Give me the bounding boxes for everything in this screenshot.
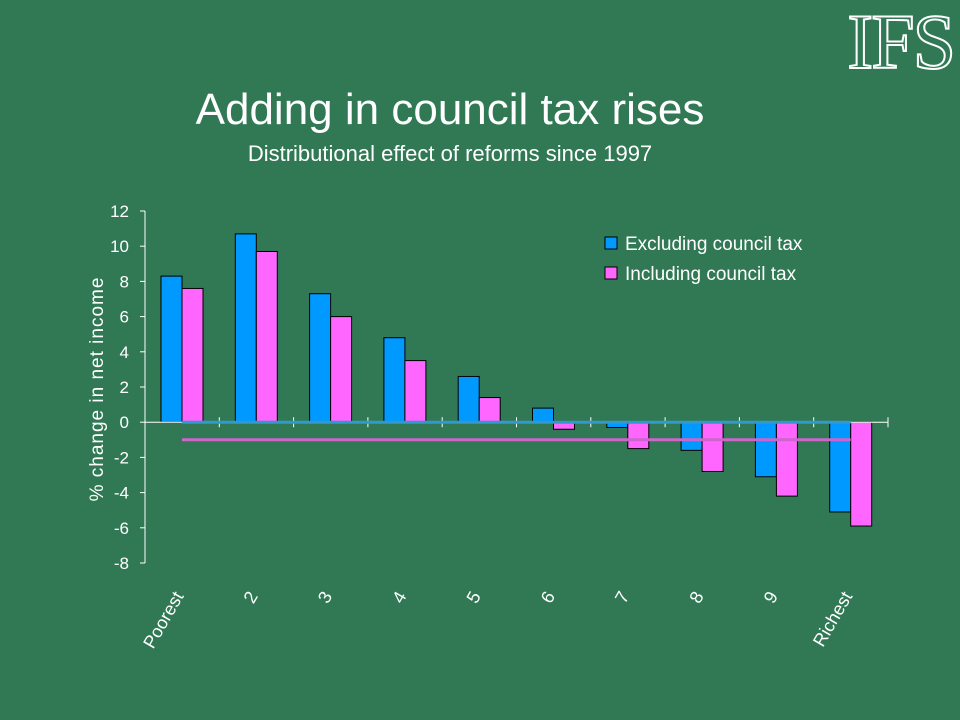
- y-tick-label: 4: [120, 343, 129, 362]
- x-category-label: 5: [462, 588, 484, 607]
- bar-excluding-council-tax: [383, 337, 406, 423]
- x-category-label: 3: [314, 588, 336, 607]
- x-category-label: 8: [685, 588, 707, 607]
- legend-swatch-excluding: [604, 236, 618, 250]
- bar-including-council-tax: [627, 421, 650, 450]
- bar-including-council-tax: [255, 250, 278, 423]
- bar-including-council-tax: [775, 421, 798, 497]
- legend-label-excluding: Excluding council tax: [625, 234, 803, 255]
- page-title: Adding in council tax rises: [195, 85, 705, 134]
- legend-label-including: Including council tax: [625, 264, 797, 285]
- x-category-label: 6: [537, 588, 559, 607]
- y-tick-label: 6: [120, 308, 129, 327]
- y-tick-label: -2: [114, 448, 129, 467]
- y-tick-label: 2: [120, 378, 129, 397]
- y-tick-label: 12: [110, 202, 129, 221]
- bar-including-council-tax: [330, 316, 353, 423]
- bar-including-council-tax: [478, 397, 501, 423]
- x-category-label: 7: [611, 588, 633, 607]
- bar-excluding-council-tax: [234, 233, 257, 423]
- bar-excluding-council-tax: [532, 407, 554, 423]
- x-category-label: 2: [240, 588, 262, 607]
- bar-including-council-tax: [181, 287, 204, 423]
- y-tick-label: -8: [114, 554, 129, 573]
- bar-excluding-council-tax: [754, 421, 777, 478]
- y-tick-label: 0: [120, 413, 129, 432]
- x-category-label: Poorest: [139, 588, 187, 652]
- x-category-label: 9: [760, 588, 782, 607]
- bar-excluding-council-tax: [829, 421, 852, 513]
- y-tick-label: 10: [110, 237, 129, 256]
- bar-excluding-council-tax: [160, 275, 183, 423]
- y-tick-label: -4: [114, 484, 129, 503]
- bar-excluding-council-tax: [309, 293, 332, 423]
- ifs-logo: IFS: [846, 0, 957, 85]
- page-subtitle: Distributional effect of reforms since 1…: [247, 141, 653, 166]
- x-category-label: Richest: [809, 588, 856, 650]
- y-axis-title: % change in net income: [87, 277, 108, 502]
- bar-excluding-council-tax: [680, 421, 703, 451]
- bar-including-council-tax: [850, 421, 873, 527]
- chart-plot-area: 12 10 8 6 4 2 0 -2 -4 -6 -8 Poorest 2 3 4 5 6 7 8 9 Richest%…: [87, 202, 889, 652]
- bar-including-council-tax: [701, 421, 724, 472]
- y-tick-label: 8: [120, 272, 129, 291]
- y-tick-label: -6: [114, 519, 129, 538]
- bar-excluding-council-tax: [457, 375, 480, 423]
- x-category-label: 4: [388, 588, 410, 607]
- bar-including-council-tax: [404, 360, 427, 423]
- legend-swatch-including: [604, 266, 618, 280]
